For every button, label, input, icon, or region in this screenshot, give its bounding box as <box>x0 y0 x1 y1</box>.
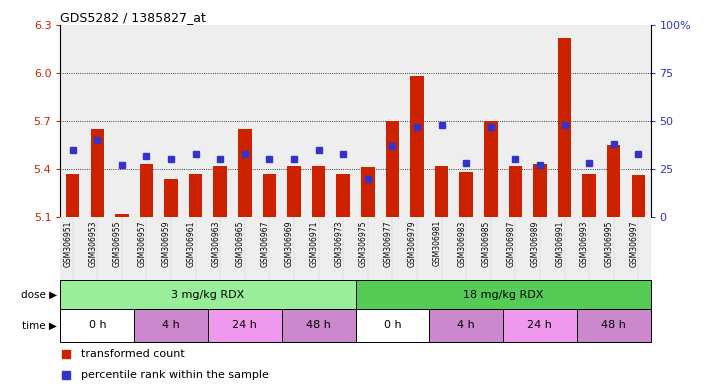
Bar <box>385 121 399 217</box>
Bar <box>356 280 651 309</box>
Text: GSM306981: GSM306981 <box>432 220 442 266</box>
Text: 24 h: 24 h <box>232 320 257 331</box>
Bar <box>189 174 203 217</box>
Bar <box>312 166 326 217</box>
Text: GSM306959: GSM306959 <box>162 220 171 266</box>
Text: GSM306951: GSM306951 <box>64 220 73 266</box>
Text: 18 mg/kg RDX: 18 mg/kg RDX <box>463 290 543 300</box>
Text: percentile rank within the sample: percentile rank within the sample <box>81 370 269 380</box>
Text: transformed count: transformed count <box>81 349 185 359</box>
Bar <box>336 174 350 217</box>
Text: GSM306995: GSM306995 <box>604 220 614 266</box>
Bar <box>213 166 227 217</box>
Text: dose ▶: dose ▶ <box>21 290 57 300</box>
Bar <box>262 174 276 217</box>
Bar <box>557 38 571 217</box>
Bar <box>533 164 547 217</box>
Text: GSM306957: GSM306957 <box>137 220 146 266</box>
Bar <box>503 309 577 342</box>
Bar <box>582 174 596 217</box>
Text: 4 h: 4 h <box>162 320 180 331</box>
Text: 0 h: 0 h <box>88 320 106 331</box>
Text: GSM306991: GSM306991 <box>555 220 565 266</box>
Bar <box>60 280 356 309</box>
Text: GSM306961: GSM306961 <box>187 220 196 266</box>
Bar <box>484 121 498 217</box>
Bar <box>66 174 80 217</box>
Text: GSM306969: GSM306969 <box>285 220 294 266</box>
Bar <box>410 76 424 217</box>
Bar <box>361 167 375 217</box>
Bar <box>238 129 252 217</box>
Text: GSM306979: GSM306979 <box>408 220 417 266</box>
Text: GSM306983: GSM306983 <box>457 220 466 266</box>
Bar <box>459 172 473 217</box>
Bar <box>164 179 178 217</box>
Bar <box>134 309 208 342</box>
Text: 0 h: 0 h <box>383 320 401 331</box>
Text: GSM306997: GSM306997 <box>629 220 638 266</box>
Bar <box>140 164 154 217</box>
Text: GSM306987: GSM306987 <box>506 220 515 266</box>
Text: GSM306955: GSM306955 <box>113 220 122 266</box>
Text: GSM306965: GSM306965 <box>236 220 245 266</box>
Text: GSM306977: GSM306977 <box>383 220 392 266</box>
Text: 24 h: 24 h <box>528 320 552 331</box>
Text: 3 mg/kg RDX: 3 mg/kg RDX <box>171 290 245 300</box>
Bar <box>429 309 503 342</box>
Bar <box>356 309 429 342</box>
Text: GSM306973: GSM306973 <box>334 220 343 266</box>
Bar <box>60 309 134 342</box>
Bar <box>508 166 522 217</box>
Bar <box>90 129 104 217</box>
Text: GSM306953: GSM306953 <box>88 220 97 266</box>
Bar <box>287 166 301 217</box>
Text: time ▶: time ▶ <box>22 320 57 331</box>
Bar <box>631 175 645 217</box>
Text: GSM306967: GSM306967 <box>260 220 269 266</box>
Bar <box>115 214 129 217</box>
Text: GSM306985: GSM306985 <box>482 220 491 266</box>
Bar <box>435 166 449 217</box>
Text: GSM306963: GSM306963 <box>211 220 220 266</box>
Text: 4 h: 4 h <box>457 320 475 331</box>
Text: GSM306971: GSM306971 <box>309 220 319 266</box>
Text: 48 h: 48 h <box>602 320 626 331</box>
Bar <box>282 309 356 342</box>
Text: GDS5282 / 1385827_at: GDS5282 / 1385827_at <box>60 11 206 24</box>
Bar <box>577 309 651 342</box>
Bar <box>607 145 621 217</box>
Text: GSM306975: GSM306975 <box>359 220 368 266</box>
Text: GSM306993: GSM306993 <box>580 220 589 266</box>
Bar <box>208 309 282 342</box>
Text: 48 h: 48 h <box>306 320 331 331</box>
Text: GSM306989: GSM306989 <box>531 220 540 266</box>
